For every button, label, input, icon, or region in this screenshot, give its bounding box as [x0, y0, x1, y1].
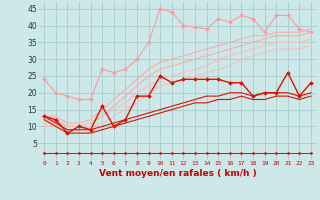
X-axis label: Vent moyen/en rafales ( km/h ): Vent moyen/en rafales ( km/h ) [99, 169, 256, 178]
